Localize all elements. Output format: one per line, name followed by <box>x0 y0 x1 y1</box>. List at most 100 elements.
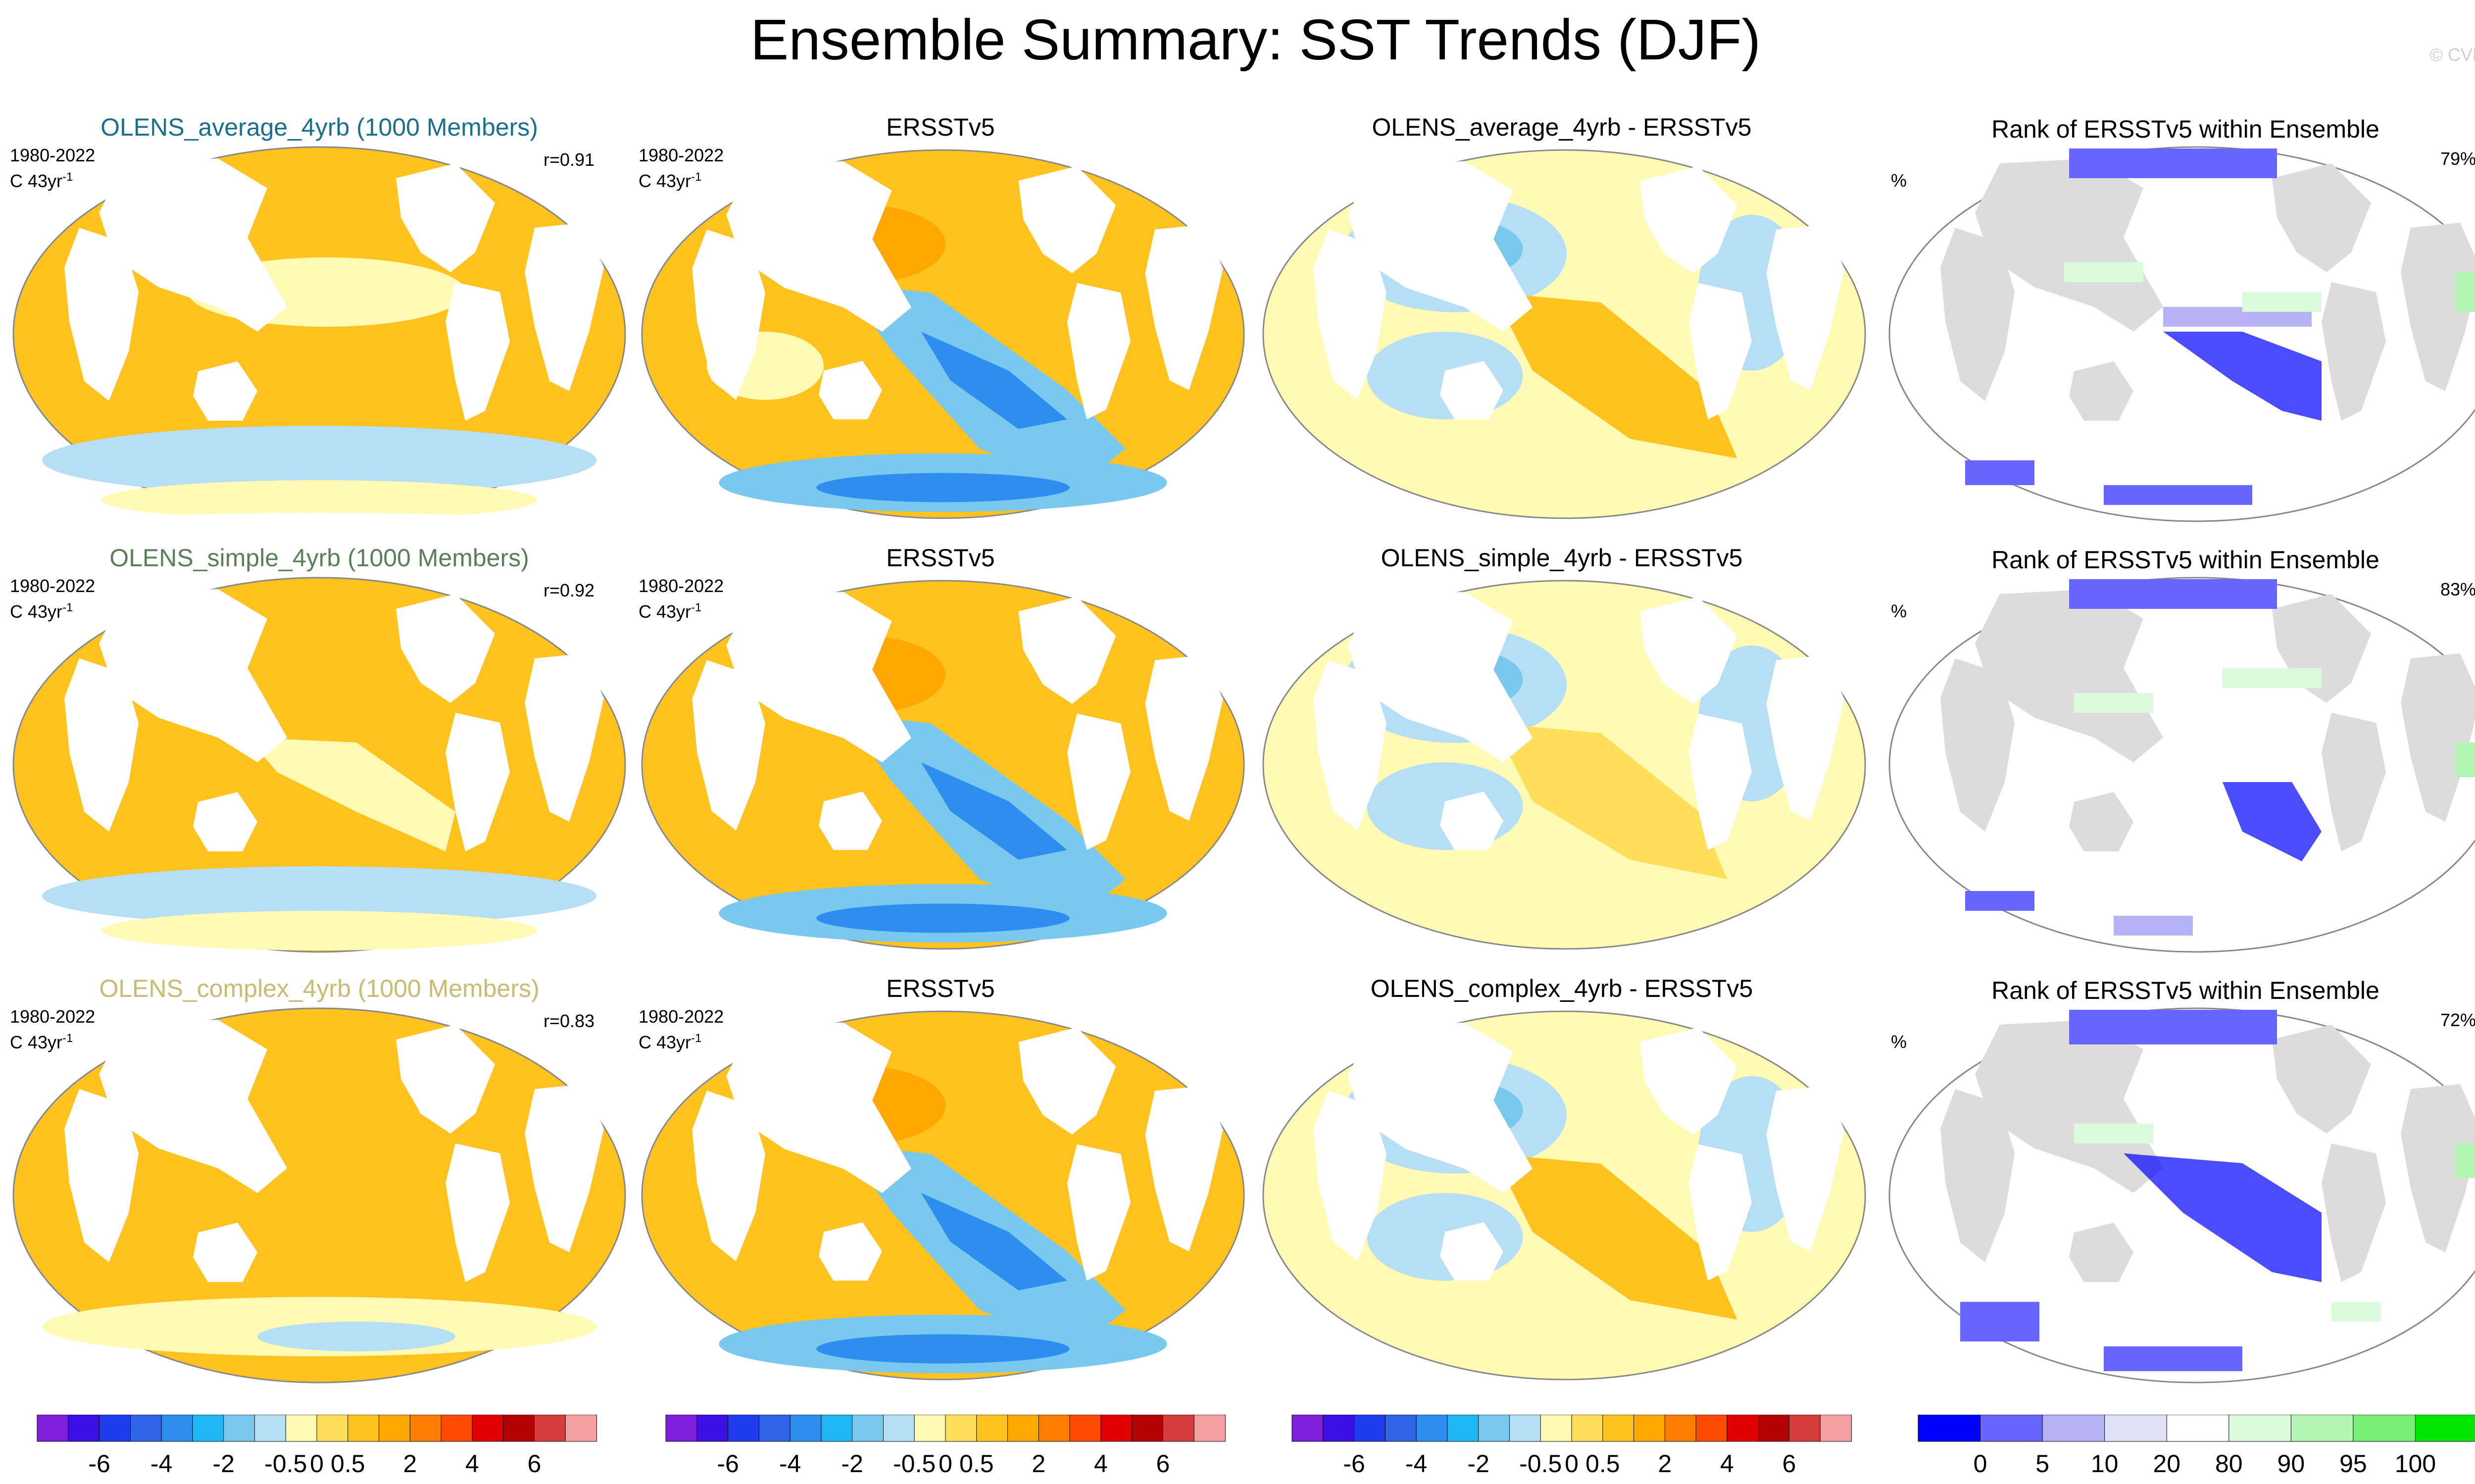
units-exponent: -1 <box>691 170 702 184</box>
colorbar-tick-label: 2 <box>403 1450 417 1478</box>
colorbar-tick-label: 2 <box>1658 1450 1672 1478</box>
colorbar-swatch <box>1193 1415 1226 1442</box>
colorbar-swatch <box>1416 1415 1448 1442</box>
colorbar-tick-label: 2 <box>1032 1450 1045 1478</box>
obs-trend-map-row3 <box>641 1010 1245 1381</box>
colorbar-swatch <box>665 1415 697 1442</box>
colorbar-swatch <box>2166 1415 2229 1442</box>
colorbar-swatch <box>99 1415 131 1442</box>
pattern-correlation-row3: r=0.83 <box>544 1011 595 1031</box>
rank-map-row2 <box>1888 577 2475 953</box>
colorbar-swatch <box>1100 1415 1133 1442</box>
units-exponent: -1 <box>691 1032 702 1045</box>
colorbar-tick-label: -2 <box>212 1450 234 1478</box>
colorbar-swatch <box>316 1415 348 1442</box>
colorbar-tick-label: 10 <box>2091 1450 2119 1478</box>
obs-title-row2: ERSSTv5 <box>886 544 995 572</box>
units-label: C 43yr <box>10 1032 63 1052</box>
colorbar-swatch <box>2290 1415 2354 1442</box>
colorbar-swatch <box>1602 1415 1634 1442</box>
colorbar-swatch <box>192 1415 224 1442</box>
colorbar-swatch <box>914 1415 946 1442</box>
colorbar-swatch <box>790 1415 822 1442</box>
colorbar-swatch <box>1291 1415 1324 1442</box>
obs-trend-map-row2 <box>641 580 1245 950</box>
colorbar-tick-label: -0.5 <box>1519 1450 1562 1478</box>
period-label: 1980-2022 <box>639 145 724 165</box>
rank-percent-row3: 72% <box>2440 1010 2475 1030</box>
colorbar-tick-label: 20 <box>2153 1450 2180 1478</box>
colorbar-swatch <box>2415 1415 2475 1442</box>
pattern-correlation-row1: r=0.91 <box>544 149 595 170</box>
period-label: 1980-2022 <box>639 1006 724 1027</box>
colorbar-tick-label: 90 <box>2277 1450 2305 1478</box>
colorbar-swatch <box>1385 1415 1417 1442</box>
obs-trend-map-row1 <box>641 149 1245 519</box>
colorbar-swatch <box>1069 1415 1101 1442</box>
diff-title-row2: OLENS_simple_4yrb - ERSSTv5 <box>1381 544 1743 572</box>
diff-trend-map-row3 <box>1262 1010 1866 1381</box>
colorbar-swatch <box>223 1415 255 1442</box>
colorbar-swatch <box>1478 1415 1510 1442</box>
colorbar-swatch <box>1980 1415 2043 1442</box>
colorbar-tick-label: 6 <box>1156 1450 1170 1478</box>
colorbar-swatch <box>409 1415 442 1442</box>
colorbar-tick-label: -4 <box>1405 1450 1427 1478</box>
rank-percent-row2: 83% <box>2440 579 2475 599</box>
period-label: 1980-2022 <box>10 1006 96 1027</box>
colorbar-swatch <box>1447 1415 1479 1442</box>
trend-colorbar-1: -6 -4 -2 -0.5 0 0.5 2 4 6 <box>37 1415 597 1478</box>
model-meta-row1: 1980-2022 C 43yr-1 <box>10 145 95 192</box>
model-trend-map-row2 <box>12 577 626 953</box>
colorbar-swatch <box>1758 1415 1790 1442</box>
units-exponent: -1 <box>691 601 702 614</box>
colorbar-swatch <box>852 1415 884 1442</box>
colorbar-swatch <box>347 1415 380 1442</box>
model-meta-row2: 1980-2022 C 43yr-1 <box>10 575 95 623</box>
colorbar-swatch <box>2104 1415 2168 1442</box>
colorbar-swatch <box>254 1415 287 1442</box>
rank-map-row3 <box>1888 1007 2475 1384</box>
colorbar-swatch <box>976 1415 1008 1442</box>
colorbar-swatch <box>1162 1415 1195 1442</box>
colorbar-swatch <box>130 1415 162 1442</box>
copyright-label: © CVDP <box>2429 45 2475 65</box>
colorbar-swatch <box>1323 1415 1355 1442</box>
colorbar-tick-label: 5 <box>2035 1450 2049 1478</box>
colorbar-tick-label: 6 <box>528 1450 542 1478</box>
colorbar-tick-label: 100 <box>2395 1450 2436 1478</box>
colorbar-tick-label: -6 <box>1343 1450 1365 1478</box>
obs-title-row1: ERSSTv5 <box>886 113 995 141</box>
colorbar-swatch <box>472 1415 504 1442</box>
units-exponent: -1 <box>62 1032 73 1045</box>
colorbar-swatch <box>534 1415 566 1442</box>
colorbar-swatch <box>1007 1415 1040 1442</box>
colorbar-swatch <box>821 1415 853 1442</box>
colorbar-swatch <box>1132 1415 1164 1442</box>
colorbar-swatch <box>2042 1415 2105 1442</box>
colorbar-swatch <box>379 1415 411 1442</box>
rank-unit-row1: % <box>1891 170 1907 191</box>
colorbar-swatch <box>565 1415 597 1442</box>
colorbar-swatch <box>696 1415 729 1442</box>
colorbar-swatch <box>1038 1415 1071 1442</box>
diff-title-row3: OLENS_complex_4yrb - ERSSTv5 <box>1370 975 1753 1002</box>
units-label: C 43yr <box>10 601 63 622</box>
colorbar-swatch <box>1727 1415 1759 1442</box>
colorbar-swatch <box>161 1415 193 1442</box>
trend-colorbar-2: -6 -4 -2 -0.5 0 0.5 2 4 6 <box>665 1415 1226 1478</box>
colorbar-swatch <box>68 1415 100 1442</box>
diff-title-row1: OLENS_average_4yrb - ERSSTv5 <box>1372 113 1752 141</box>
trend-colorbar-3: -6 -4 -2 -0.5 0 0.5 2 4 6 <box>1291 1415 1852 1478</box>
model-meta-row3: 1980-2022 C 43yr-1 <box>10 1006 95 1053</box>
colorbar-swatch <box>1540 1415 1573 1442</box>
colorbar-swatch <box>2228 1415 2292 1442</box>
colorbar-tick-label: 0 <box>310 1450 324 1478</box>
colorbar-tick-label: 0.5 <box>1585 1450 1620 1478</box>
colorbar-swatch <box>441 1415 473 1442</box>
pattern-correlation-row2: r=0.92 <box>544 580 595 600</box>
colorbar-swatch <box>37 1415 69 1442</box>
colorbar-tick-label: 80 <box>2215 1450 2243 1478</box>
colorbar-swatch <box>728 1415 760 1442</box>
colorbar-tick-label: -2 <box>1467 1450 1489 1478</box>
